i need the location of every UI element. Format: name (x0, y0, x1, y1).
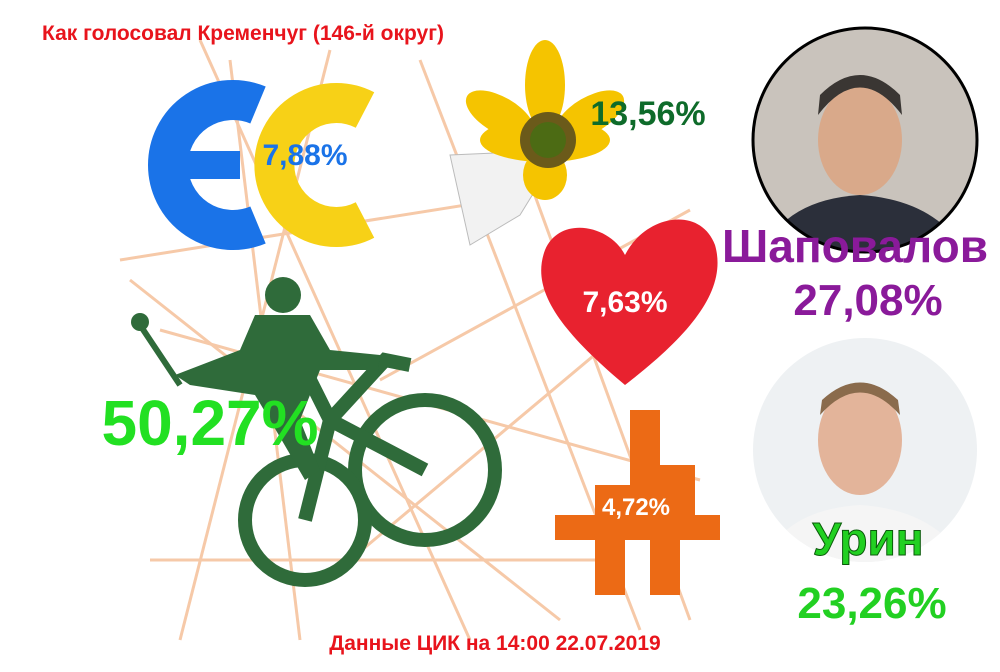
party-label: 13,56% (590, 95, 705, 133)
cyclist-figure (131, 277, 380, 480)
candidate-name: Урин (812, 513, 923, 565)
title: Как голосовал Кременчуг (146-й округ) (42, 22, 444, 45)
candidate-name: Шаповалов (722, 220, 988, 272)
footer: Данные ЦИК на 14:00 22.07.2019 (329, 632, 660, 655)
hashtag-logo (555, 410, 720, 595)
party-label: 50,27% (101, 387, 318, 459)
party-label: 7,88% (262, 139, 347, 172)
party-label: 7,63% (582, 286, 667, 319)
candidate-label: 27,08% (793, 276, 942, 325)
party-label: 4,72% (602, 494, 670, 521)
heart-logo (541, 219, 718, 385)
ec-logo (148, 80, 375, 250)
photo-frame (751, 26, 979, 254)
candidate-photo (753, 338, 977, 562)
candidate-label: 23,26% (797, 579, 946, 628)
sunflower-logo (449, 40, 625, 246)
